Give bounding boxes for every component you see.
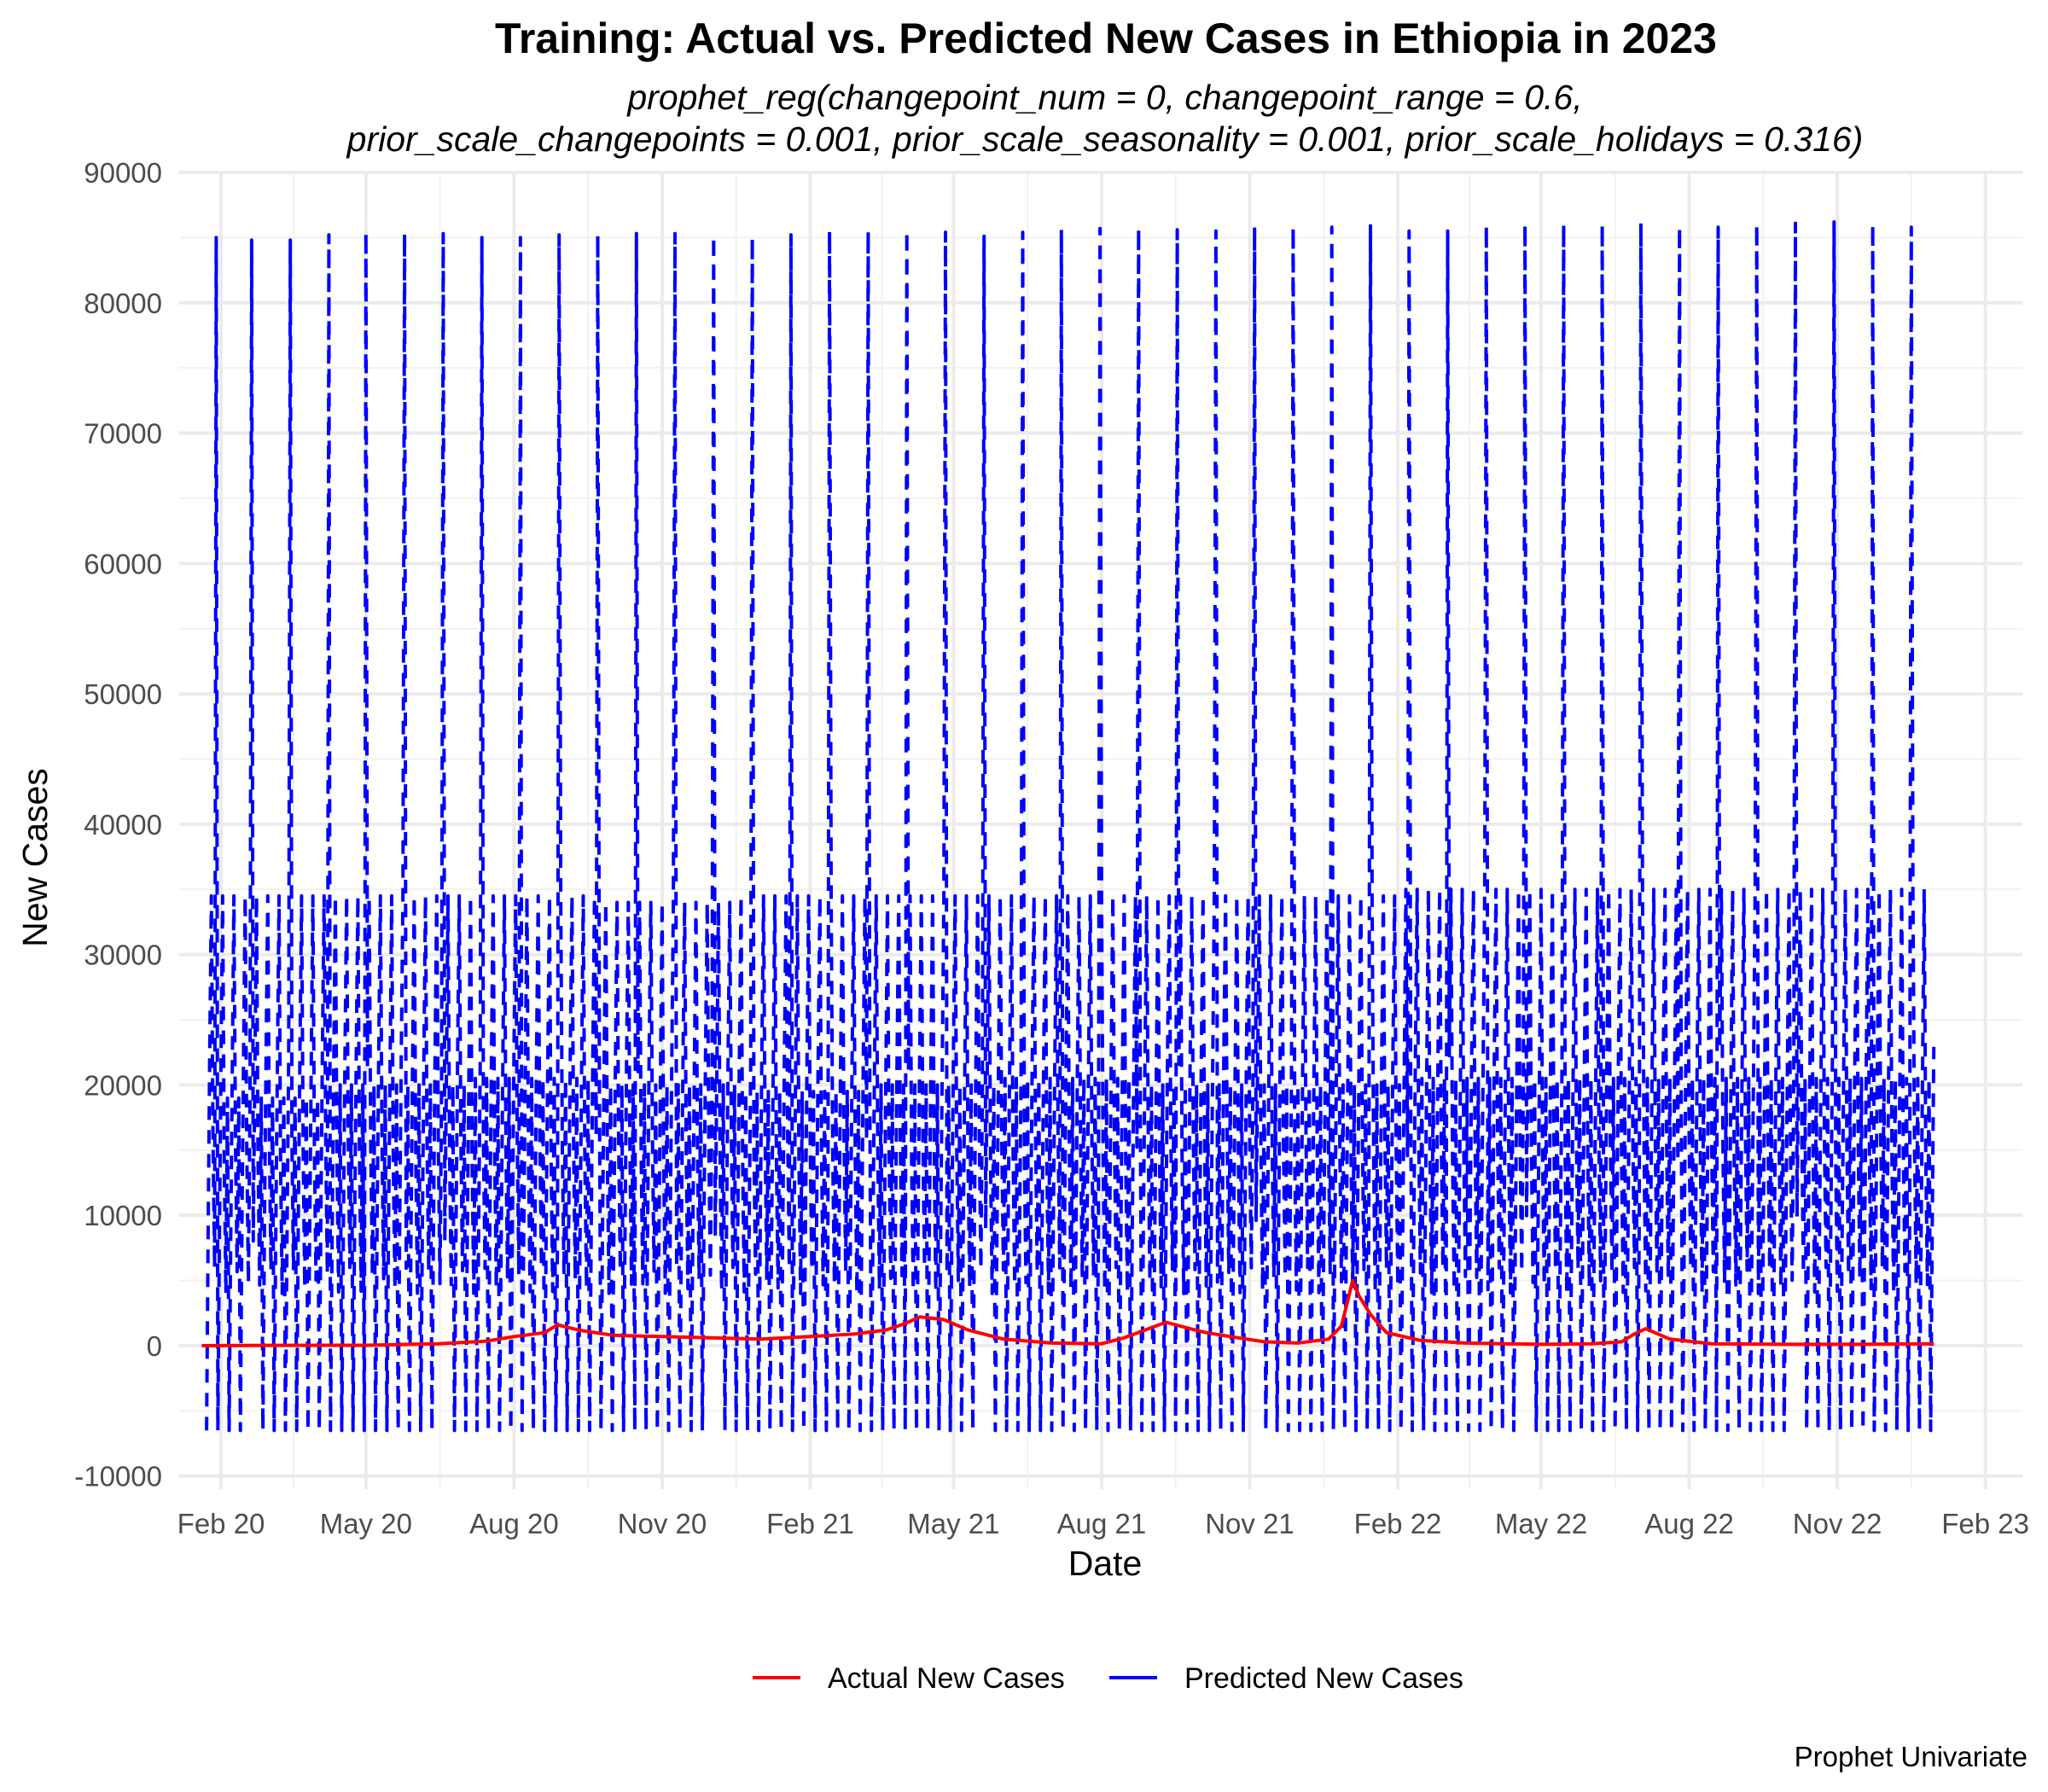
x-tick-label: Aug 20 [469,1508,559,1539]
x-tick-label: Feb 20 [177,1508,265,1539]
y-tick-label: 10000 [84,1200,162,1231]
x-tick-label: Nov 20 [618,1508,707,1539]
grid-lines [179,171,2022,1489]
y-tick-label: 80000 [84,288,162,319]
y-tick-label: 90000 [84,157,162,189]
y-tick-label: 20000 [84,1069,162,1101]
x-tick-label: Feb 21 [766,1508,854,1539]
y-tick-label: -10000 [74,1461,162,1492]
x-tick-label: Nov 21 [1205,1508,1295,1539]
x-tick-label: Aug 21 [1057,1508,1147,1539]
actual-series-group [201,1278,1935,1347]
chart-caption: Prophet Univariate [1795,1741,2028,1772]
y-tick-label: 40000 [84,809,162,841]
x-tick-label: Feb 22 [1354,1508,1442,1539]
y-tick-label: 30000 [84,940,162,971]
y-tick-label: 0 [147,1330,162,1362]
legend-label-predicted: Predicted New Cases [1184,1662,1463,1695]
x-axis-title: Date [1068,1544,1143,1583]
legend-label-actual: Actual New Cases [828,1662,1065,1695]
x-tick-label: Aug 22 [1644,1508,1734,1539]
y-tick-label: 50000 [84,678,162,710]
x-tick-label: Feb 23 [1941,1508,2029,1539]
x-tick-label: May 20 [320,1508,412,1539]
x-axis-ticks: Feb 20 May 20 Aug 20 Nov 20 Feb 21 May 21 Aug … [177,1508,2029,1539]
chart-subtitle-line-1: prophet_reg(changepoint_num = 0, changep… [625,78,1582,117]
y-axis-ticks: -10000 0 10000 20000 30000 40000 50000 60000 700… [74,157,162,1492]
x-tick-label: May 22 [1495,1508,1587,1539]
legend: Actual New Cases Predicted New Cases [753,1662,1463,1695]
y-tick-label: 70000 [84,418,162,450]
y-axis-title: New Cases [15,768,55,947]
predicted-series-group [205,220,1936,1433]
actual-new-cases-line [201,1278,1935,1347]
predicted-new-cases-line [205,220,1936,1433]
chart-subtitle-line-2: prior_scale_changepoints = 0.001, prior_… [346,119,1864,159]
x-tick-label: May 21 [907,1508,999,1539]
x-tick-label: Nov 22 [1793,1508,1882,1539]
chart-title: Training: Actual vs. Predicted New Cases… [495,15,1717,62]
y-tick-label: 60000 [84,548,162,579]
